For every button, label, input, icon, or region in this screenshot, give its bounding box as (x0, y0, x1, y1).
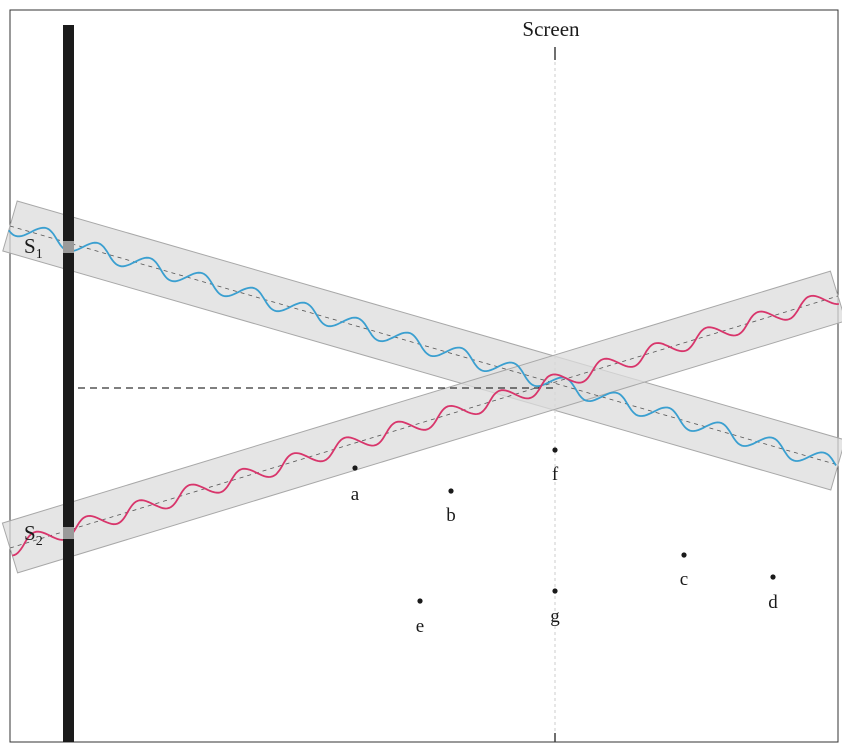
point-c: c (680, 552, 688, 590)
point-b: b (446, 488, 456, 526)
diagram-frame (9, 9, 839, 743)
slit-1 (63, 241, 74, 253)
point-c-label: c (680, 569, 688, 590)
wave-s2 (12, 294, 839, 557)
point-d-label: d (768, 592, 778, 613)
source-s1-subscript: 1 (36, 247, 43, 262)
source-s2-subscript: 2 (36, 534, 43, 549)
wave-s1 (8, 226, 837, 466)
point-f-label: f (552, 464, 559, 485)
source-s1-letter: S (24, 234, 36, 258)
beam-axis-s2 (9, 295, 839, 549)
slit-2 (63, 527, 74, 539)
point-d: d (768, 574, 778, 613)
point-g-label: g (550, 606, 560, 627)
point-d-dot (770, 574, 776, 580)
point-g-dot (552, 588, 558, 594)
point-e: e (416, 598, 424, 637)
point-a-label: a (351, 484, 360, 505)
point-a: a (351, 465, 360, 505)
barrier (63, 25, 74, 742)
point-g: g (550, 588, 560, 627)
screen-label: Screen (522, 17, 580, 41)
point-b-dot (448, 488, 454, 494)
source-label-s2: S2 (24, 521, 43, 549)
source-label-s1: S1 (24, 234, 43, 262)
point-e-dot (417, 598, 423, 604)
point-a-dot (352, 465, 358, 471)
point-c-dot (681, 552, 687, 558)
source-s2-letter: S (24, 521, 36, 545)
point-f: f (552, 447, 559, 485)
point-e-label: e (416, 616, 424, 637)
beam-from-s2 (1, 270, 842, 574)
point-f-dot (552, 447, 558, 453)
point-b-label: b (446, 505, 456, 526)
